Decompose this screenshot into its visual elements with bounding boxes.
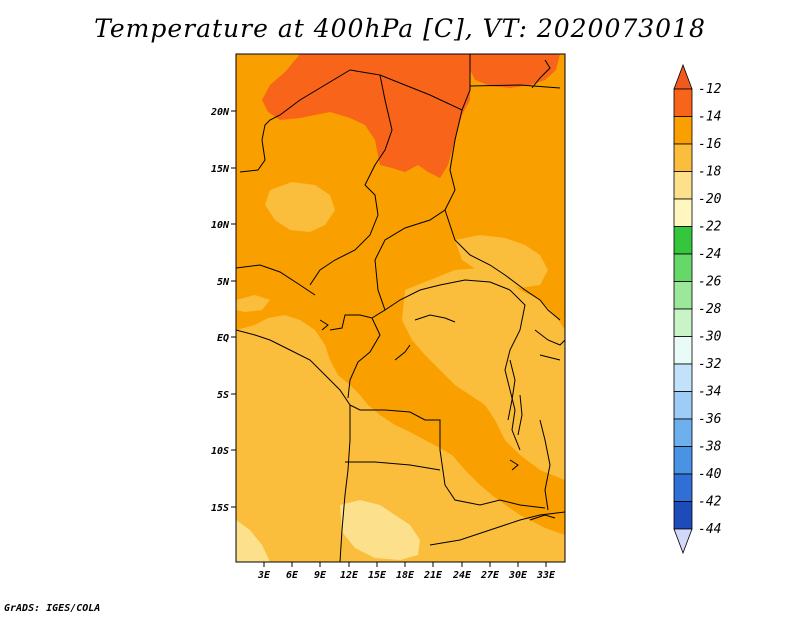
lon-label: 12E [340,570,359,581]
border-line [349,404,546,509]
grads-credit: GrADS: IGES/COLA [4,603,101,614]
border-line [236,329,351,406]
border-line [236,264,316,296]
colorbar-segment [673,363,693,392]
colorbar-level-label: -30 [698,330,722,345]
field-band-18-20 [340,500,420,560]
border-line [444,209,561,321]
lon-label: 30E [508,570,528,581]
lon-label: 18E [396,570,415,581]
lat-label: 15S [211,503,229,514]
colorbar-labels: -12 -14 -16 -18 -20 -22 -24 -26 -28 -30 -32 -34 -36 -… [698,82,722,537]
border-line [509,459,519,471]
colorbar-level-label: -44 [698,522,721,537]
lon-label: 27E [480,570,500,581]
colorbar-segment [673,88,693,117]
colorbar-segments [673,63,693,555]
colorbar-segment [673,308,693,337]
border-line [339,405,351,562]
map-frame [235,53,566,563]
colorbar-level-label: -22 [698,220,722,235]
lon-label: 21E [423,570,443,581]
border-line [534,329,565,346]
border-line [345,461,441,471]
border-line [531,59,551,89]
colorbar-level-label: -24 [698,247,721,262]
lat-label: 5N [217,277,230,288]
field-band-16-18 [402,268,565,480]
colorbar-level-label: -14 [698,110,721,125]
border-line [309,69,393,286]
lon-label: 6E [286,570,299,581]
colorbar-segment [673,391,693,420]
field-band-16-18 [236,315,565,562]
colorbar-level-label: -36 [698,412,722,427]
colorbar-level-label: -42 [698,495,722,510]
border-line [539,419,551,511]
lon-label: 33E [536,570,556,581]
colorbar-level-label: -40 [698,467,722,482]
colorbar-level-label: -26 [698,275,722,290]
field-band-16-18 [265,182,335,232]
colorbar-level-label: -16 [698,137,722,152]
temperature-field [236,54,565,562]
colorbar-segment [673,501,693,530]
colorbar-segment [673,473,693,502]
field-band-16-18 [455,235,548,288]
colorbar-segment [673,281,693,310]
colorbar-segment-above [673,63,693,90]
field-band-12-14 [470,54,560,88]
colorbar-level-label: -12 [698,82,722,97]
border-line [507,359,516,421]
field-band-18-20 [236,520,270,562]
lat-label: 5S [217,390,229,401]
lon-label: 9E [314,570,327,581]
border-line [517,394,523,436]
colorbar-segment [673,143,693,172]
colorbar: -12 -14 -16 -18 -20 -22 -24 -26 -28 -30 -32 -34 -36 -… [673,63,722,555]
colorbar-segment [673,171,693,200]
colorbar-segment [673,116,693,145]
colorbar-segment [673,226,693,255]
colorbar-level-label: -38 [698,440,722,455]
colorbar-segment [673,418,693,447]
border-line [394,344,411,361]
border-line [429,511,565,546]
colorbar-level-label: -20 [698,192,722,207]
field-band-16-18 [236,295,270,312]
colorbar-level-label: -18 [698,165,722,180]
lat-label: 20N [210,107,230,118]
field-band-12-14 [262,54,470,178]
lat-label: 15N [211,164,230,175]
map-ticks [231,110,547,567]
lat-label: EQ [217,333,229,344]
map-title: Temperature at 400hPa [C], VT: 202007301… [94,14,706,43]
colorbar-level-label: -34 [698,385,721,400]
colorbar-segment [673,336,693,365]
colorbar-segment-below [673,528,693,555]
country-borders [236,54,565,562]
colorbar-segment [673,253,693,282]
lat-label: 10S [211,446,229,457]
lat-label: 10N [211,220,230,231]
border-line [239,69,351,173]
border-line [347,317,381,399]
border-line [529,514,556,521]
border-line [329,314,360,331]
border-line [539,354,561,361]
colorbar-level-label: -32 [698,357,722,372]
border-line [469,84,561,89]
lon-label: 3E [257,570,271,581]
border-line [414,314,456,323]
border-line [384,279,526,451]
lon-label: 24E [452,570,472,581]
colorbar-segment [673,198,693,227]
colorbar-segment [673,446,693,475]
border-line [319,319,329,331]
lon-label: 15E [368,570,387,581]
colorbar-level-label: -28 [698,302,722,317]
